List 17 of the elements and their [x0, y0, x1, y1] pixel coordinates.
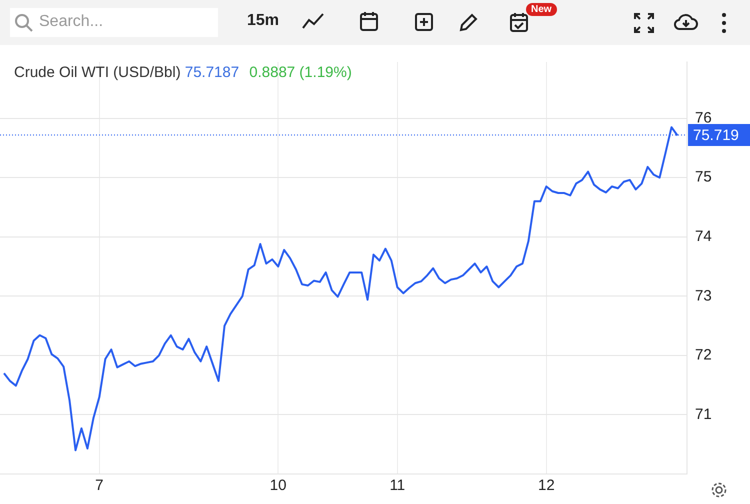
- annotation: 0.8887 (1.19%): [249, 64, 352, 81]
- y-tick-label: 72: [695, 346, 712, 364]
- text: 15m: [247, 12, 280, 30]
- x-tick-label: 12: [538, 477, 555, 494]
- y-tick-label: 76: [695, 109, 712, 126]
- y-tick-label: 73: [695, 287, 712, 304]
- text: Search...: [39, 13, 104, 31]
- x-tick-label: 11: [390, 477, 406, 494]
- ref-line-label: 75.719: [693, 127, 739, 144]
- annotation: 75.7187: [184, 64, 240, 81]
- y-tick-label: 71: [695, 406, 712, 423]
- x-tick-label: 7: [95, 477, 104, 494]
- x-tick-label: 10: [270, 477, 286, 494]
- chart-title: Crude Oil WTI (USD/Bbl): [14, 64, 181, 81]
- y-tick-label: 75: [695, 168, 712, 186]
- y-tick-label: 74: [695, 228, 712, 246]
- text: New: [526, 3, 557, 16]
